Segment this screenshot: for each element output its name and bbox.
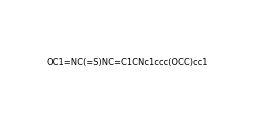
Text: OC1=NC(=S)NC=C1CNc1ccc(OCC)cc1: OC1=NC(=S)NC=C1CNc1ccc(OCC)cc1 [46,58,208,67]
